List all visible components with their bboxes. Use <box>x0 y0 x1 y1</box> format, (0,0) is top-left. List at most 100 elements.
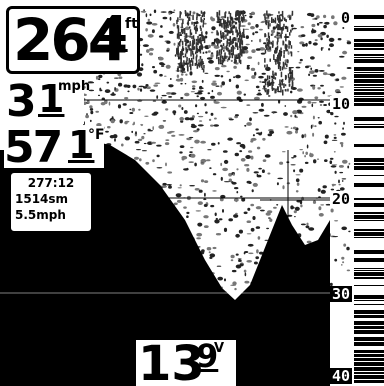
sonar-return <box>222 209 224 213</box>
sonar-plume <box>236 30 239 34</box>
sonar-return <box>334 258 338 262</box>
sonar-plume <box>176 33 179 39</box>
sonar-plume <box>203 36 205 40</box>
sonar-plume <box>181 22 183 29</box>
sonar-return <box>151 29 155 34</box>
sonar-plume <box>264 64 266 68</box>
sonar-return <box>255 206 262 210</box>
sonar-plume <box>225 55 227 59</box>
sonar-return <box>343 121 345 125</box>
sonar-plume <box>240 49 242 52</box>
sonar-return <box>153 111 159 115</box>
sonar-return <box>146 86 151 90</box>
sonar-return <box>261 81 267 83</box>
sonar-return <box>304 155 306 158</box>
sonar-return <box>214 117 217 120</box>
sonar-return <box>250 140 254 143</box>
sonar-return <box>254 71 257 76</box>
sonar-plume <box>197 13 199 16</box>
sonar-plume <box>177 52 179 56</box>
speed-unit: mph <box>58 79 91 94</box>
sonar-return <box>260 209 265 212</box>
sonar-return <box>145 161 150 165</box>
sonar-plume <box>274 72 276 76</box>
sonar-plume <box>195 47 198 52</box>
sonar-plume <box>237 37 239 43</box>
sonar-plume <box>276 57 278 62</box>
sonar-return <box>341 132 346 136</box>
sonar-plume <box>191 49 193 52</box>
sonar-return <box>244 280 250 284</box>
sonar-return <box>326 34 329 38</box>
sonar-return <box>244 49 249 54</box>
sonar-plume <box>237 53 240 59</box>
sonar-return <box>162 16 168 20</box>
sonar-plume <box>189 10 192 14</box>
sonar-return <box>255 24 259 28</box>
sonar-return <box>264 154 271 158</box>
sonar-plume <box>284 17 286 21</box>
sonar-plume <box>268 80 271 84</box>
sonar-return <box>336 91 341 94</box>
sonar-plume <box>203 38 205 41</box>
ruler-stripe <box>354 163 384 165</box>
ruler-stripe <box>354 28 384 31</box>
sonar-plume <box>188 58 190 64</box>
sonar-plume <box>191 36 193 39</box>
sonar-return <box>290 164 296 166</box>
ruler-stripe <box>354 26 384 27</box>
sonar-return <box>247 243 254 247</box>
sonar-plume <box>269 58 271 62</box>
sonar-return <box>293 155 297 158</box>
sonar-return <box>111 116 114 119</box>
sonar-return <box>342 27 345 29</box>
sonar-return <box>240 195 243 198</box>
sonar-return <box>201 79 204 83</box>
sonar-plume <box>266 38 268 42</box>
sonar-return <box>310 56 315 60</box>
sonar-plume <box>234 59 236 63</box>
sonar-plume <box>285 33 287 37</box>
sonar-return <box>307 227 312 229</box>
sonar-plume <box>268 75 271 80</box>
ruler-stripe <box>354 74 384 78</box>
sonar-plume <box>176 19 178 25</box>
sonar-plume <box>243 49 245 54</box>
sonar-plume <box>234 42 237 47</box>
sonar-plume <box>267 21 270 28</box>
ruler-stripe <box>354 144 384 147</box>
sonar-plume <box>264 82 267 86</box>
sonar-plume <box>195 24 198 30</box>
sonar-plume <box>182 46 184 50</box>
sonar-plume <box>227 20 230 23</box>
sonar-plume <box>236 32 238 38</box>
sonar-return <box>329 282 333 287</box>
sonar-return <box>261 169 265 173</box>
sonar-plume <box>270 41 272 45</box>
sonar-return <box>121 143 124 147</box>
sonar-return <box>324 159 328 163</box>
sonar-return <box>299 58 303 62</box>
sonar-return <box>185 73 188 76</box>
sonar-return <box>209 253 216 258</box>
ruler-stripe <box>354 250 384 254</box>
sonar-plume <box>267 32 270 38</box>
sonar-return <box>284 126 289 128</box>
sonar-return <box>332 236 339 238</box>
sonar-return <box>211 17 215 22</box>
sonar-return <box>189 185 195 187</box>
sonar-return <box>178 134 185 136</box>
sonar-return <box>173 9 176 12</box>
sonar-plume <box>284 84 287 87</box>
sonar-return <box>331 15 335 20</box>
sonar-plume <box>199 46 202 49</box>
sonar-return <box>200 179 205 183</box>
sonar-return <box>86 100 90 104</box>
ruler-stripe <box>354 212 384 214</box>
sonar-return <box>89 119 92 123</box>
sonar-plume <box>232 45 234 48</box>
sonar-plume <box>239 31 241 35</box>
sonar-plume <box>277 25 279 31</box>
sonar-return <box>180 97 184 99</box>
sonar-return <box>234 187 239 190</box>
